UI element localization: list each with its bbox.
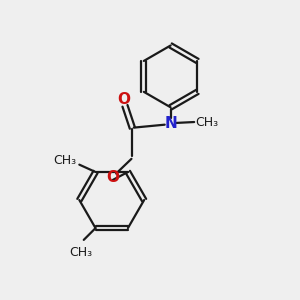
Text: O: O — [117, 92, 130, 107]
Text: CH₃: CH₃ — [53, 154, 76, 167]
Text: O: O — [107, 169, 120, 184]
Text: CH₃: CH₃ — [69, 246, 92, 259]
Text: N: N — [164, 116, 177, 131]
Text: CH₃: CH₃ — [196, 116, 219, 128]
